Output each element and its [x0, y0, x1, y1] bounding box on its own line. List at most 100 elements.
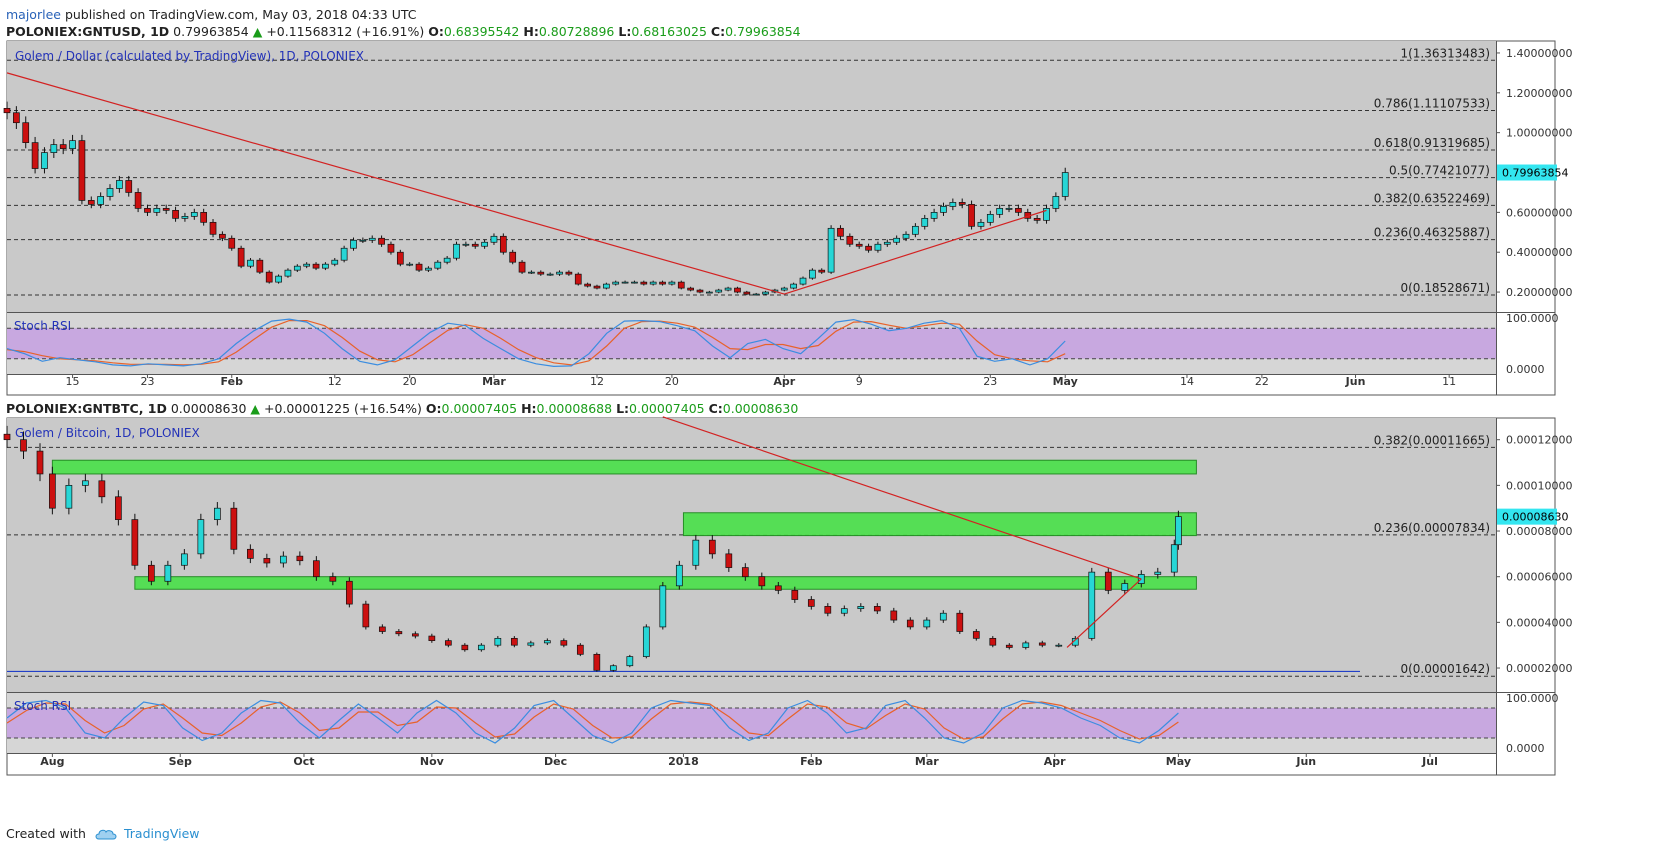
candle-body: [263, 558, 271, 564]
candle-body: [560, 640, 568, 646]
low-label: L:: [616, 401, 630, 416]
candle-body: [807, 599, 815, 607]
open-value: 0.00007405: [441, 401, 518, 416]
candle-body: [131, 519, 139, 566]
candle-body: [873, 606, 881, 612]
x-tick-label: Sep: [169, 755, 192, 768]
candle-body: [153, 208, 161, 213]
author-name[interactable]: majorlee: [6, 7, 61, 22]
last-price: 0.79963854: [173, 24, 249, 39]
x-tick-label: Mar: [482, 375, 506, 388]
x-tick-label: Apr: [1044, 755, 1066, 768]
candle-body: [692, 539, 700, 566]
candle-body: [734, 287, 741, 293]
candle-body: [378, 237, 385, 245]
candle-body: [659, 585, 667, 628]
x-tick-label: Jun: [1345, 375, 1366, 388]
price-pane-bg: [7, 41, 1496, 312]
candle-body: [461, 644, 469, 651]
symbol-line-gntbtc: POLONIEX:GNTBTC, 1D 0.00008630 ▲ +0.0000…: [6, 401, 798, 416]
candle-body: [857, 606, 865, 610]
candle-body: [322, 263, 329, 269]
price-pane-bg: [7, 418, 1496, 692]
candle-body: [1052, 196, 1060, 209]
candle-body: [329, 576, 337, 582]
candle-body: [247, 548, 254, 559]
last-price-badge-text: 0.00008630: [1502, 511, 1568, 524]
candle-body: [741, 567, 749, 578]
candle-body: [406, 263, 414, 266]
candle-body: [696, 289, 704, 293]
candle-body: [116, 180, 123, 189]
candle-body: [774, 585, 782, 591]
candle-body: [415, 263, 423, 271]
up-arrow-icon: ▲: [250, 401, 261, 416]
x-tick-label: 23: [140, 375, 154, 388]
last-price-badge: [1497, 164, 1557, 181]
candle-body: [921, 217, 929, 227]
candle-body: [82, 480, 89, 486]
x-tick-label: Nov: [420, 755, 445, 768]
price-change: +0.11568312 (+16.91%): [266, 24, 425, 39]
x-tick-label: Jun: [1295, 755, 1316, 768]
candle-body: [1005, 644, 1013, 648]
candle-body: [471, 243, 479, 247]
fib-level-label: 0.382(0.00011665): [1374, 433, 1490, 447]
candle-body: [986, 214, 994, 223]
candle-body: [362, 603, 370, 628]
candle-body: [1061, 172, 1069, 197]
candle-body: [181, 553, 188, 566]
last-price-badge: [1497, 508, 1557, 525]
high-label: H:: [521, 401, 537, 416]
brand-name: TradingView: [123, 826, 200, 841]
candle-body: [1022, 642, 1030, 648]
candle-body: [3, 108, 11, 114]
candle-body: [428, 635, 436, 641]
trendline: [662, 416, 1142, 580]
x-tick-label: Oct: [293, 755, 314, 768]
stoch-k-line: [6, 318, 1066, 368]
candle-body: [87, 200, 95, 205]
candle-body: [893, 237, 901, 243]
candle-body: [509, 251, 517, 263]
candle-body: [78, 140, 86, 201]
x-tick-label: 23: [983, 375, 997, 388]
candle-body: [949, 202, 957, 207]
candle-body: [609, 665, 617, 671]
candle-body: [209, 221, 217, 235]
candle-body: [494, 637, 502, 646]
candle-body: [444, 640, 452, 646]
fib-level-label: 0.236(0.46325887): [1374, 226, 1490, 240]
close-label: C:: [710, 24, 726, 39]
stoch-label: Stoch RSI: [14, 699, 71, 713]
x-tick-label: 20: [665, 375, 679, 388]
fib-level-label: 0.236(0.00007834): [1374, 521, 1490, 535]
open-label: O:: [428, 24, 444, 39]
price-tick-label: 0.00008000: [1506, 525, 1572, 538]
candle-body: [1055, 644, 1063, 647]
pane-title: Golem / Dollar (calculated by TradingVie…: [15, 49, 364, 63]
candle-body: [780, 287, 788, 291]
tradingview-logo[interactable]: TradingView: [94, 826, 200, 841]
candle-body: [490, 235, 498, 243]
candle-body: [923, 619, 931, 628]
candle-body: [181, 216, 189, 219]
candle-body: [865, 245, 872, 251]
pane-title: Golem / Bitcoin, 1D, POLONIEX: [15, 426, 200, 440]
x-tick-label: May: [1166, 755, 1191, 768]
candle-body: [20, 439, 27, 452]
trendline: [6, 72, 785, 295]
footer: Created with TradingView: [6, 826, 200, 841]
candle-body: [758, 576, 766, 587]
candle-body: [939, 612, 947, 621]
candle-body: [677, 281, 685, 289]
candle-body: [219, 233, 226, 239]
stoch-d-line: [6, 320, 1066, 366]
candle-body: [106, 188, 114, 197]
publish-info: majorlee published on TradingView.com, M…: [6, 7, 416, 22]
candle-body: [200, 212, 208, 223]
price-tick-label: 0.00010000: [1506, 479, 1572, 492]
stoch-k-line: [6, 699, 1179, 744]
x-tick-label: Aug: [40, 755, 64, 768]
